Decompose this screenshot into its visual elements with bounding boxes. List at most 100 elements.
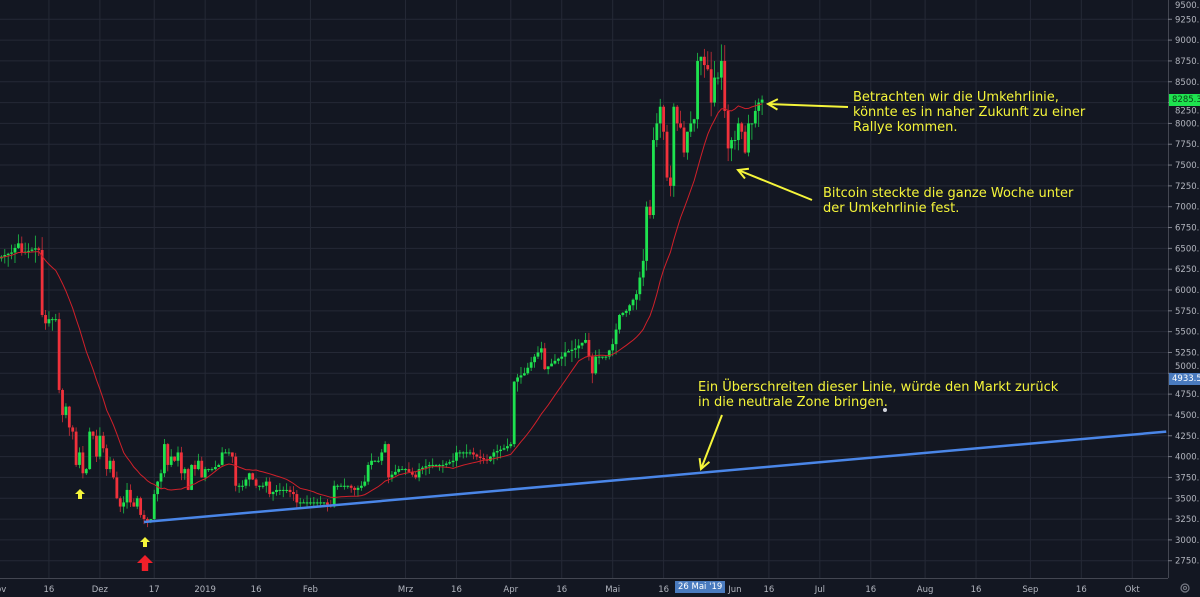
price-tick-label: 3000.0 (1175, 536, 1200, 546)
annotation-line: Bitcoin steckte die ganze Woche unter (823, 186, 1074, 201)
candle-body (658, 106, 662, 124)
time-tick-label: Mrz (398, 585, 414, 595)
candle-body (125, 489, 129, 503)
candle-body (268, 481, 272, 495)
time-tick-label: Jul (814, 585, 825, 595)
candle-body (346, 485, 350, 487)
candle-body (326, 502, 329, 505)
candle-body (37, 248, 41, 251)
annotation-rally: Betrachten wir die Umkehrlinie, könnte e… (853, 90, 1085, 135)
candle-body (30, 249, 34, 251)
candle-body (95, 435, 98, 457)
annotation-line: Betrachten wir die Umkehrlinie, (853, 90, 1059, 105)
candle-body (672, 106, 676, 186)
candle-body (397, 469, 401, 472)
candle-body (682, 127, 686, 153)
candle-body (482, 457, 486, 460)
candle-body (271, 492, 275, 495)
candle-body (163, 444, 166, 474)
candle-body (241, 485, 244, 487)
price-tick-label: 6000.0 (1175, 286, 1200, 296)
candle-body (152, 494, 156, 520)
candle-body (220, 452, 224, 465)
trendline[interactable] (143, 430, 1167, 524)
candle-body (156, 481, 160, 495)
annotation-line: Ein Überschreiten dieser Linie, würde de… (698, 380, 1059, 395)
candle-body (78, 452, 81, 465)
time-tick-label: 16 (251, 585, 262, 595)
candle-body (645, 206, 649, 261)
crosshair-date-label: 26 Mai '19 (675, 581, 726, 593)
candle-body (159, 473, 163, 482)
candle-body (122, 502, 126, 507)
candle-body (590, 356, 594, 374)
price-tick-label: 7750.0 (1175, 140, 1200, 150)
annotation-arrow-line (767, 103, 849, 108)
candle-body (628, 305, 632, 311)
candle-body (747, 123, 750, 153)
candle-body (669, 177, 672, 186)
candle-body (312, 502, 316, 504)
candle-body (648, 206, 652, 216)
annotation-line: Rallye kommen. (853, 120, 958, 135)
candle-body (750, 123, 754, 125)
price-tick-label: 9250.0 (1175, 15, 1200, 25)
arrow-head-icon (736, 167, 750, 180)
candle-body (692, 119, 696, 124)
arrow-up-icon (140, 537, 150, 547)
candle-body (383, 444, 387, 453)
candle-body (560, 356, 564, 359)
time-axis[interactable] (0, 578, 1200, 597)
time-tick-label: Okt (1125, 585, 1141, 595)
candle-body (407, 469, 411, 472)
candle-body (730, 140, 733, 149)
settings-gear-icon[interactable] (1180, 583, 1190, 593)
candle-body (74, 431, 78, 465)
price-tick-label: 5250.0 (1175, 348, 1200, 358)
candle-body (13, 247, 17, 253)
candle-body (516, 377, 519, 382)
candle-body (285, 489, 289, 491)
candle-body (506, 446, 509, 449)
candle-body (533, 356, 536, 363)
candle-body (179, 452, 183, 474)
price-axis[interactable] (1168, 0, 1200, 597)
time-tick-label: 2019 (194, 585, 216, 595)
price-tick-label: 7000.0 (1175, 203, 1200, 213)
candle-body (475, 454, 479, 457)
candle-body (132, 502, 136, 507)
candle-body (71, 427, 75, 432)
candle-body (492, 452, 496, 457)
candle-body (509, 444, 513, 447)
candle-body (567, 351, 570, 353)
candle-body (319, 502, 323, 504)
candle-body (10, 252, 13, 254)
annotation-line: der Umkehrlinie fest. (823, 201, 960, 216)
candle-body (499, 449, 503, 452)
candle-body (359, 485, 363, 488)
candle-body (176, 452, 180, 461)
candle-body (169, 456, 173, 465)
candle-body (258, 485, 261, 487)
candle-body (726, 110, 730, 149)
price-tick-label: 5500.0 (1175, 328, 1200, 338)
candle-body (84, 469, 88, 474)
candle-body (706, 65, 710, 70)
candle-body (139, 498, 143, 515)
price-tick-label: 9000.0 (1175, 36, 1200, 46)
candle-body (27, 250, 30, 252)
candle-body (539, 348, 543, 353)
candle-body (696, 60, 699, 120)
price-tick-label: 4750.0 (1175, 390, 1200, 400)
candle-body (665, 131, 669, 178)
candle-body (611, 344, 615, 351)
annotation-arrows (75, 98, 887, 571)
candle-body (342, 485, 346, 487)
candle-body (112, 460, 115, 478)
candle-body (570, 349, 574, 352)
candle-body (709, 69, 713, 103)
time-axis-ticks: Nov 16 Dez 17 2019 16 Feb Mrz 16 Apr 16 Mai 16 Jun 16 J… (0, 585, 1140, 595)
candle-body (753, 110, 757, 124)
candle-body (183, 469, 187, 474)
